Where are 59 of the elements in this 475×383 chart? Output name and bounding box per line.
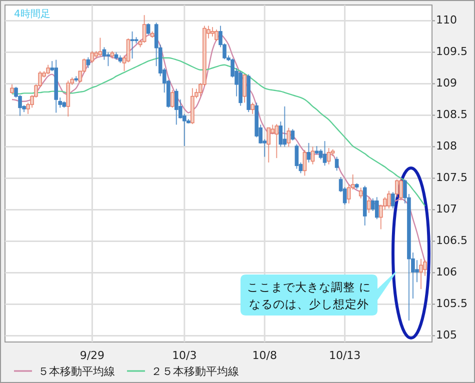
candlestick: [310, 146, 315, 165]
candlestick: [130, 30, 134, 60]
candlestick: [66, 80, 70, 117]
candlestick: [90, 50, 94, 64]
candlestick: [86, 56, 90, 68]
candlestick: [98, 37, 102, 57]
candlestick: [274, 124, 279, 159]
y-tick-label: 108: [436, 140, 457, 153]
candlestick: [10, 84, 14, 94]
candlestick: [242, 74, 246, 104]
candlestick: [266, 127, 271, 163]
candlestick: [306, 142, 311, 163]
candlestick: [374, 196, 379, 220]
candlestick: [415, 260, 419, 283]
candlestick: [334, 156, 339, 172]
candlestick: [282, 106, 287, 148]
x-tick-label: 9/29: [80, 349, 105, 362]
legend-label: ２５本移動平均線: [151, 365, 239, 378]
line-series: [11, 57, 426, 207]
y-tick-label: 105: [436, 328, 457, 342]
candlestick: [142, 14, 146, 44]
candlestick: [302, 149, 307, 176]
candlestick: [146, 22, 150, 36]
candlestick: [326, 147, 331, 165]
candlestick: [170, 90, 174, 108]
y-tick-label: 108.5: [436, 108, 468, 122]
y-tick-label: 107.5: [436, 171, 468, 184]
x-tick-label: 10/3: [172, 349, 197, 362]
y-tick-label: 107: [436, 202, 457, 216]
candlestick: [391, 192, 395, 209]
y-tick-label: 106: [436, 266, 457, 279]
candlestick: [387, 190, 391, 209]
candlestick: [174, 88, 178, 126]
y-tick-label: 110: [436, 14, 457, 27]
candlestick: [346, 184, 351, 204]
candlestick: [290, 128, 295, 141]
candlestick: [395, 178, 399, 198]
y-tick-label: 105.5: [436, 297, 468, 310]
candlestick: [46, 64, 50, 75]
y-tick-label: 109.5: [436, 45, 468, 58]
chart-title: 4時間足: [14, 8, 50, 20]
candlestick: [399, 178, 403, 201]
y-tick-label: 106.5: [436, 234, 468, 248]
candlestick: [366, 196, 371, 214]
y-tick-label: 109: [436, 76, 457, 90]
candlestick: [286, 127, 291, 148]
candlestick: [214, 29, 218, 42]
candlestick: [318, 148, 323, 160]
candlestick: [322, 140, 327, 166]
x-tick-label: 10/13: [328, 349, 361, 362]
x-tick-label: 10/8: [252, 349, 277, 362]
candlestick: [210, 26, 214, 37]
annotation: ここまで大きな調整 になるのは、少し想定外: [247, 280, 371, 311]
legend-label: ５本移動平均線: [38, 365, 115, 378]
candlestick: [106, 52, 110, 67]
candlestick: [250, 102, 254, 114]
candlestick: [358, 187, 363, 199]
candlestick: [294, 144, 299, 170]
candlestick: [419, 258, 423, 290]
